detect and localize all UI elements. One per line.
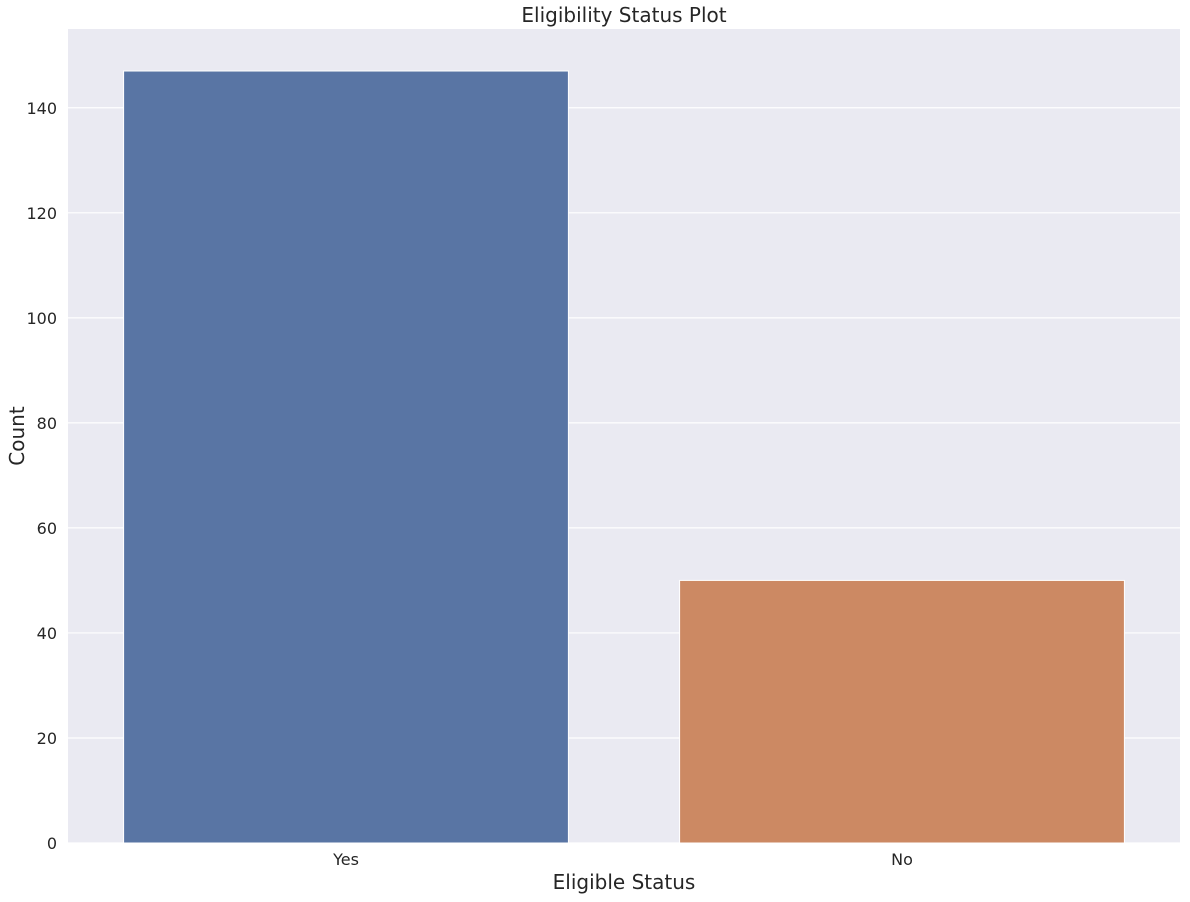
y-tick-label: 20: [37, 729, 57, 748]
bar-no: [679, 579, 1125, 844]
x-axis-label: Eligible Status: [553, 870, 696, 894]
y-tick-label: 120: [26, 204, 57, 223]
bar-yes: [123, 70, 569, 844]
y-tick-label: 40: [37, 624, 57, 643]
y-tick-label: 0: [47, 834, 57, 853]
x-tick-label: No: [891, 850, 913, 869]
y-tick-label: 80: [37, 414, 57, 433]
y-tick-label: 100: [26, 309, 57, 328]
bars: [123, 70, 1125, 844]
x-tick-labels: Yes No: [332, 850, 913, 869]
x-tick-label: Yes: [332, 850, 359, 869]
y-tick-label: 140: [26, 99, 57, 118]
chart-title: Eligibility Status Plot: [521, 3, 726, 27]
y-tick-labels: 0 20 40 60 80 100 120 140: [26, 99, 57, 853]
y-tick-label: 60: [37, 519, 57, 538]
y-axis-label: Count: [5, 406, 29, 466]
